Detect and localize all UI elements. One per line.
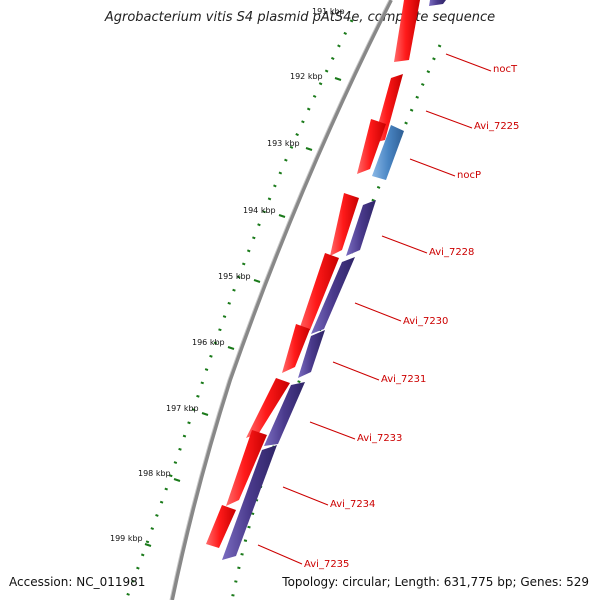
gene-label-avi-7231: Avi_7231 [381, 374, 426, 385]
scale-label-195: 195 kbp [218, 272, 251, 281]
scale-label-197: 197 kbp [166, 404, 199, 413]
forward-genes [206, 0, 420, 548]
gene-label-nocT: nocT [493, 64, 518, 75]
scale-label-193: 193 kbp [267, 139, 300, 148]
topology-summary: Topology: circular; Length: 631,775 bp; … [282, 575, 589, 589]
scale-label-196: 196 kbp [192, 338, 225, 347]
scale-ruler-arc [124, 19, 354, 600]
gene-arrow-rev-4 [298, 330, 325, 378]
gene-arrow-rev-6 [222, 445, 277, 560]
gene-arrow-fwd-1 [394, 0, 420, 62]
scale-label-191: 191 kbp [312, 7, 345, 16]
gene-arrow-fwd-8 [226, 430, 267, 506]
gene-arrow-rev-1 [429, 0, 446, 6]
gene-arrow-fwd-6 [282, 324, 310, 373]
gene-label-avi-7233: Avi_7233 [357, 433, 402, 444]
gene-label-avi-7230: Avi_7230 [403, 316, 448, 327]
scale-label-198: 198 kbp [138, 469, 171, 478]
gene-arrow-fwd-3 [357, 119, 386, 174]
gene-label-avi-7234: Avi_7234 [330, 499, 375, 510]
gene-arrow-rev-3 [311, 257, 355, 334]
backbone-arc [170, 0, 393, 600]
gene-label-avi-7225: Avi_7225 [474, 121, 519, 132]
scale-label-199: 199 kbp [110, 534, 143, 543]
gene-label-avi-7235: Avi_7235 [304, 559, 349, 570]
scale-label-192: 192 kbp [290, 72, 323, 81]
label-connectors [257, 53, 492, 565]
gene-arrow-fwd-5 [297, 253, 339, 336]
gene-arrow-rev-5 [264, 382, 305, 446]
gene-arrow-nocP [372, 125, 404, 180]
gene-arrow-fwd-4 [330, 193, 359, 256]
backbone-highlight [169, 0, 390, 600]
gene-label-avi-7228: Avi_7228 [429, 247, 474, 258]
accession-text: Accession: NC_011981 [9, 575, 146, 589]
scale-label-194: 194 kbp [243, 206, 276, 215]
gene-arrow-fwd-9 [206, 505, 236, 548]
kbp-ticks [144, 77, 342, 547]
reverse-genes [222, 0, 446, 560]
gene-label-nocP: nocP [457, 170, 481, 181]
gene-arrow-fwd-7 [246, 378, 290, 438]
map-title: Agrobacterium vitis S4 plasmid pAtS4e, c… [104, 10, 496, 25]
gene-arrow-rev-2 [346, 200, 376, 256]
